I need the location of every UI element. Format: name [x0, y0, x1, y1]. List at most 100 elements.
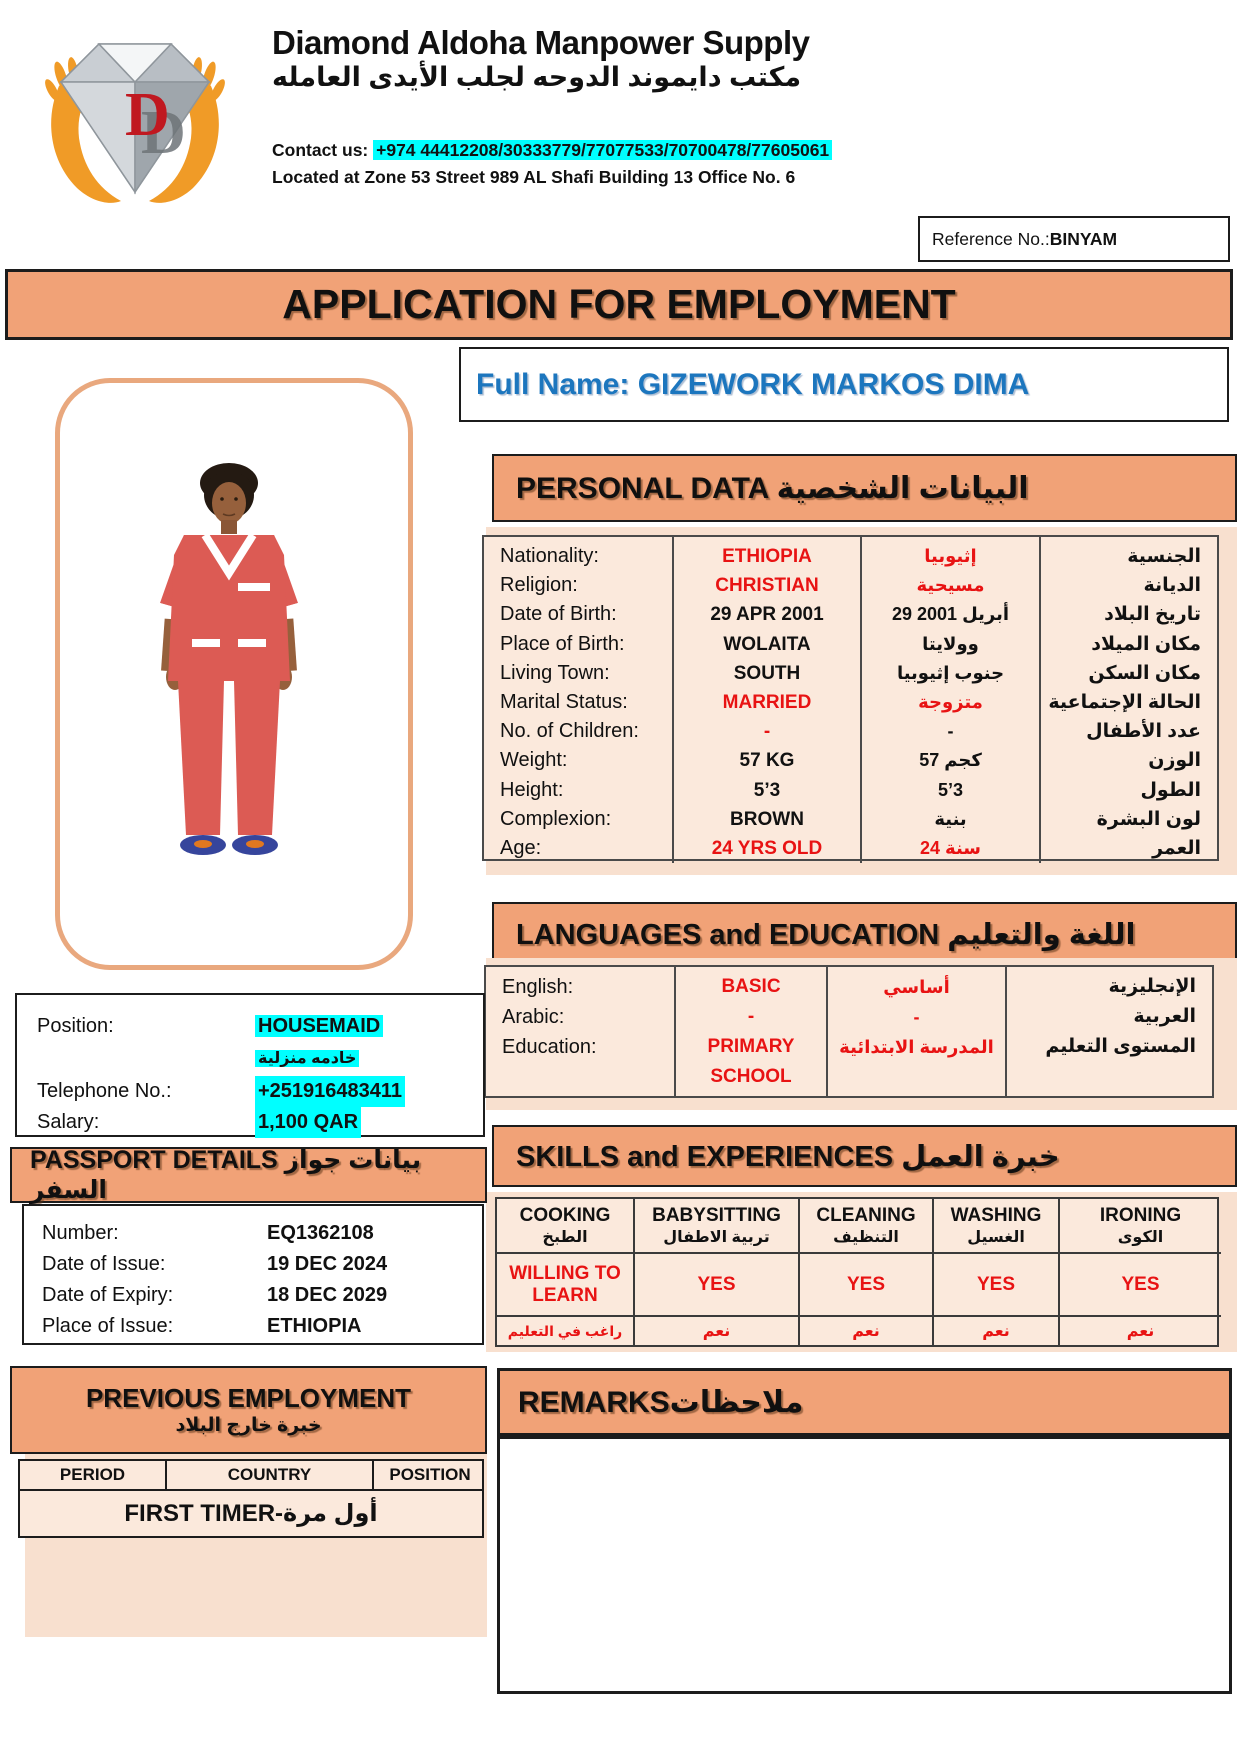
personal-value-en: 5’3	[753, 779, 781, 801]
position-label: Position:	[37, 1015, 114, 1037]
personal-label-en: Height:	[500, 778, 564, 801]
full-name-box: Full Name: GIZEWORK MARKOS DIMA	[459, 347, 1229, 422]
reference-value: BINYAM	[1049, 228, 1118, 249]
prev-col-country: COUNTRY	[165, 1461, 372, 1489]
position-box: Position: HOUSEMAID خادمه منزلية Telepho…	[15, 993, 485, 1138]
company-name-arabic: مكتب دايموند الدوحه لجلب الأيدى العامله	[272, 62, 802, 92]
personal-label-ar: مكان السكن	[1088, 662, 1201, 684]
personal-value-en: 29 APR 2001	[710, 604, 824, 626]
language-label-en: Education:	[502, 1036, 597, 1058]
personal-value-en: SOUTH	[733, 662, 801, 684]
personal-label-ar: الجنسية	[1127, 546, 1201, 567]
personal-label-ar: الديانة	[1143, 575, 1201, 597]
language-label-ar: الإنجليزية	[1108, 976, 1196, 997]
language-label-ar: العربية	[1133, 1006, 1196, 1027]
salary-label: Salary:	[37, 1111, 100, 1133]
passport-field-label: Place of Issue:	[42, 1315, 174, 1337]
personal-label-en: Religion:	[500, 574, 578, 597]
skill-header-ar: الغسيل	[967, 1228, 1025, 1246]
skill-value-ar: راغب في التعليم	[507, 1322, 623, 1339]
diamond-hands-logo-icon: D D	[45, 42, 225, 203]
personal-value-ar: كجم 57	[919, 750, 982, 771]
personal-value-ar: 5’3	[937, 779, 964, 800]
personal-label-ar: مكان الميلاد	[1091, 633, 1201, 655]
personal-value-ar: مسيحية	[916, 575, 985, 596]
prev-employment-row: FIRST TIMER-أول مرة	[18, 1491, 484, 1538]
personal-value-ar: متزوجة	[918, 692, 983, 713]
personal-value-ar: سنة 24	[920, 838, 981, 859]
personal-label-ar: الوزن	[1148, 750, 1201, 772]
company-address: Located at Zone 53 Street 989 AL Shafi B…	[272, 167, 796, 187]
passport-field-value: EQ1362108	[267, 1222, 374, 1244]
personal-label-en: Nationality:	[500, 545, 599, 567]
salary-value: 1,100 QAR	[255, 1107, 362, 1138]
skill-value-en: YES	[976, 1273, 1016, 1295]
personal-label-en: Marital Status:	[500, 691, 628, 714]
svg-text:D: D	[141, 99, 186, 167]
language-value-ar: المدرسة الابتدائية	[839, 1037, 994, 1057]
previous-employment-title-en: PREVIOUS EMPLOYMENT	[85, 1383, 412, 1413]
previous-employment-table: PERIOD COUNTRY POSITION FIRST TIMER-أول …	[18, 1459, 484, 1538]
personal-data-banner: PERSONAL DATA البيانات الشخصية	[492, 454, 1237, 522]
personal-value-ar: وولايتا	[922, 633, 979, 654]
passport-details-banner: PASSPORT DETAILS بيانات جواز السفر	[10, 1146, 487, 1204]
remarks-banner: REMARKSملاحظات	[497, 1368, 1232, 1436]
personal-value-ar: 29 2001 أبريل	[891, 604, 1010, 625]
personal-label-ar: العمر	[1152, 838, 1201, 860]
telephone-value: +251916483411	[255, 1076, 406, 1107]
personal-label-en: Weight:	[500, 749, 568, 772]
languages-table: English: Arabic: Education: BASIC - PRIM…	[484, 965, 1214, 1098]
position-value-arabic: خادمه منزلية	[255, 1050, 360, 1067]
position-value: HOUSEMAID	[255, 1015, 384, 1037]
skills-table: COOKING الطبخ BABYSITTING تربية الاطفال CL…	[495, 1197, 1221, 1347]
personal-label-en: Date of Birth:	[500, 603, 617, 626]
passport-field-label: Date of Expiry:	[42, 1284, 174, 1306]
skill-header-en: WASHING	[950, 1204, 1042, 1226]
company-name: Diamond Aldoha Manpower Supply	[272, 24, 810, 61]
passport-details-box: Number: EQ1362108 Date of Issue: 19 DEC 20…	[22, 1204, 484, 1345]
personal-value-ar: -	[947, 721, 954, 742]
applicant-figure	[158, 463, 300, 855]
applicant-photo	[55, 378, 413, 970]
personal-value-ar: إثيوبيا	[924, 546, 977, 566]
skill-header-en: CLEANING	[816, 1204, 916, 1226]
previous-employment-title-ar: خبرة خارج البلاد	[175, 1415, 322, 1436]
language-value-ar: أساسي	[883, 977, 950, 997]
skill-value-en: YES	[846, 1273, 886, 1295]
skill-value-ar: نعم	[982, 1323, 1010, 1340]
page-title: APPLICATION FOR EMPLOYMENT	[5, 269, 1233, 340]
reference-box: Reference No.: BINYAM	[918, 216, 1230, 262]
passport-field-label: Date of Issue:	[42, 1253, 166, 1275]
skill-value-ar: نعم	[1126, 1323, 1155, 1340]
skill-header-ar: الكوى	[1117, 1228, 1164, 1246]
personal-value-en: WOLAITA	[723, 633, 811, 655]
passport-field-value: 19 DEC 2024	[267, 1253, 388, 1275]
remarks-box	[497, 1436, 1232, 1694]
languages-education-banner: LANGUAGES and EDUCATION اللغة والتعليم	[492, 902, 1237, 966]
personal-value-ar: جنوب إثيوبيا	[896, 662, 1005, 683]
personal-value-en: -	[763, 721, 771, 743]
skill-value-en: YES	[1121, 1273, 1160, 1295]
personal-value-en: BROWN	[730, 808, 804, 830]
personal-value-en: ETHIOPIA	[722, 546, 812, 567]
language-value-en: -	[747, 1006, 755, 1027]
personal-label-ar: الحالة الإجتماعية	[1048, 692, 1201, 714]
skill-header-en: IRONING	[1099, 1204, 1182, 1226]
prev-col-position: POSITION	[372, 1461, 486, 1489]
personal-label-en: No. of Children:	[500, 720, 639, 743]
skill-value-en: YES	[697, 1273, 736, 1295]
skill-header-ar: التنظيف	[833, 1228, 899, 1246]
skill-header-ar: تربية الاطفال	[663, 1228, 770, 1246]
previous-employment-banner: PREVIOUS EMPLOYMENT خبرة خارج البلاد	[10, 1366, 487, 1454]
contact-numbers: +974 44412208/30333779/77077533/70700478…	[373, 140, 833, 160]
personal-value-en: CHRISTIAN	[715, 575, 819, 597]
skill-value-ar: نعم	[702, 1323, 731, 1340]
personal-label-en: Complexion:	[500, 807, 612, 830]
full-name-label: Full Name:	[476, 367, 630, 401]
passport-field-value: 18 DEC 2029	[267, 1284, 388, 1306]
language-label-en: English:	[502, 976, 574, 998]
full-name-value: GIZEWORK MARKOS DIMA	[637, 367, 1030, 401]
personal-label-ar: لون البشرة	[1096, 808, 1201, 830]
reference-label: Reference No.:	[932, 228, 1050, 249]
